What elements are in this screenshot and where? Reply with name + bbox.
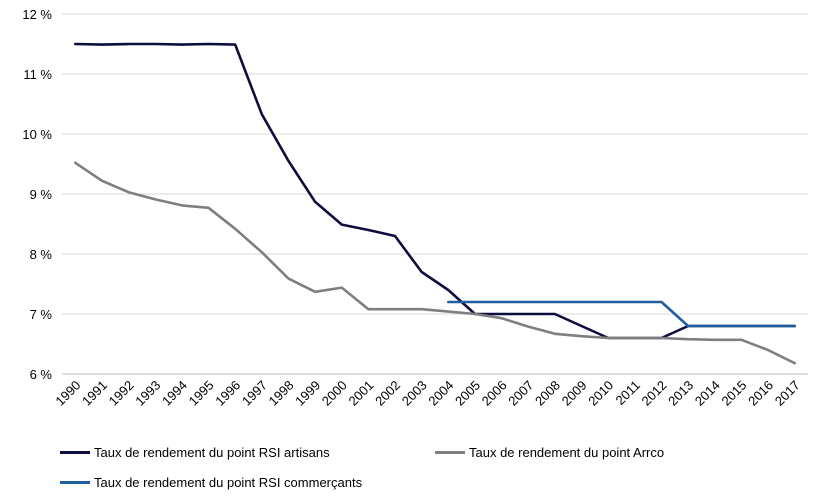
series-line-1 bbox=[74, 161, 796, 365]
x-tick-label: 2004 bbox=[425, 378, 456, 409]
x-tick-label: 2007 bbox=[505, 378, 536, 409]
x-tick-label: 2012 bbox=[639, 378, 670, 409]
y-tick-label: 12 % bbox=[22, 7, 52, 22]
y-tick-label: 6 % bbox=[30, 367, 53, 382]
x-tick-label: 1998 bbox=[266, 378, 297, 409]
x-tick-label: 1995 bbox=[186, 378, 217, 409]
y-tick-label: 9 % bbox=[30, 187, 53, 202]
grid-lines bbox=[62, 13, 808, 315]
x-tick-label: 1997 bbox=[239, 378, 270, 409]
series-line-2 bbox=[447, 300, 796, 328]
x-tick-label: 1994 bbox=[159, 378, 190, 409]
y-tick-label: 8 % bbox=[30, 247, 53, 262]
series-line-0 bbox=[74, 42, 796, 340]
x-tick-label: 2017 bbox=[772, 378, 803, 409]
y-tick-label: 10 % bbox=[22, 127, 52, 142]
x-tick-label: 2002 bbox=[372, 378, 403, 409]
x-tick-label: 1999 bbox=[292, 378, 323, 409]
x-tick-label: 2011 bbox=[613, 378, 643, 408]
x-tick-label: 2013 bbox=[665, 378, 696, 409]
y-axis-ticks: 6 % 7 % 8 % 9 % 10 % 11 % 12 % bbox=[22, 7, 52, 382]
y-tick-label: 7 % bbox=[30, 307, 53, 322]
x-tick-label: 2006 bbox=[479, 378, 510, 409]
y-tick-label: 11 % bbox=[23, 67, 52, 82]
x-tick-label: 2015 bbox=[718, 378, 749, 409]
x-tick-label: 2009 bbox=[559, 378, 590, 409]
x-tick-label: 1993 bbox=[132, 378, 163, 409]
x-tick-label: 2016 bbox=[745, 378, 776, 409]
x-tick-label: 2008 bbox=[532, 378, 563, 409]
x-tick-label: 1996 bbox=[212, 378, 243, 409]
x-tick-label: 2001 bbox=[345, 378, 376, 409]
x-tick-label: 2000 bbox=[319, 378, 350, 409]
series-lines bbox=[74, 42, 796, 365]
x-tick-label: 2005 bbox=[452, 378, 483, 409]
x-tick-label: 1992 bbox=[106, 378, 137, 409]
x-tick-label: 2003 bbox=[399, 378, 430, 409]
x-tick-label: 2014 bbox=[692, 378, 723, 409]
x-axis-ticks: 1990199119921993199419951996199719981999… bbox=[52, 378, 802, 409]
x-tick-label: 2010 bbox=[585, 378, 616, 409]
x-tick-label: 1991 bbox=[79, 378, 110, 409]
x-tick-label: 1990 bbox=[52, 378, 83, 409]
